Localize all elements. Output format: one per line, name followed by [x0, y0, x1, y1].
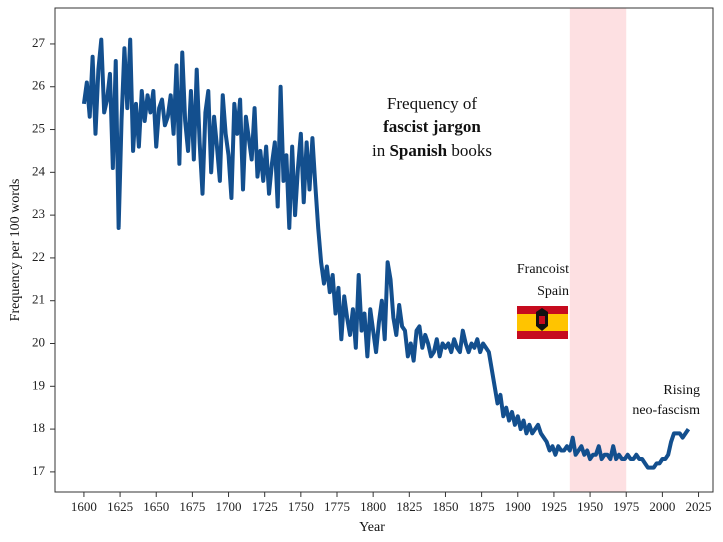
annotation: Spain — [537, 284, 569, 299]
x-tick-label: 1900 — [505, 499, 531, 514]
x-tick-label: 2000 — [649, 499, 675, 514]
y-axis-label: Frequency per 100 words — [8, 179, 23, 322]
x-tick-label: 1775 — [324, 499, 350, 514]
annotation: neo-fascism — [632, 403, 700, 418]
title-part: in — [372, 141, 389, 160]
y-tick-label: 21 — [32, 292, 45, 307]
x-tick-label: 1750 — [288, 499, 314, 514]
chart-title-line: in Spanish books — [372, 141, 492, 160]
x-tick-label: 1925 — [541, 499, 567, 514]
data-line — [81, 37, 691, 470]
shaded-period — [569, 8, 627, 492]
y-tick-label: 23 — [32, 206, 45, 221]
y-tick-label: 24 — [32, 163, 46, 178]
title-part: fascist jargon — [383, 117, 481, 136]
x-tick-label: 1700 — [216, 499, 242, 514]
x-tick-label: 1800 — [360, 499, 386, 514]
x-tick-label: 1650 — [143, 499, 169, 514]
x-tick-label: 1625 — [107, 499, 133, 514]
x-tick-label: 1600 — [71, 499, 97, 514]
annotation: Rising — [663, 383, 700, 398]
x-axis-label: Year — [359, 520, 385, 535]
x-tick-label: 1950 — [577, 499, 603, 514]
y-tick-label: 20 — [32, 334, 45, 349]
spanish-flag-icon — [517, 306, 568, 339]
title-part: Frequency of — [387, 94, 478, 113]
annotation: Francoist — [517, 262, 569, 277]
x-tick-label: 1875 — [469, 499, 495, 514]
y-tick-label: 27 — [32, 35, 46, 50]
y-tick-label: 17 — [32, 463, 46, 478]
y-tick-label: 25 — [32, 121, 45, 136]
x-tick-label: 1975 — [613, 499, 639, 514]
x-tick-label: 1825 — [396, 499, 422, 514]
title-part: Spanish — [389, 141, 447, 160]
plot-frame — [54, 7, 714, 493]
chart-title-line: fascist jargon — [383, 117, 481, 136]
y-tick-label: 19 — [32, 377, 45, 392]
x-tick-label: 2025 — [686, 499, 712, 514]
chart-title-line: Frequency of — [387, 94, 478, 113]
y-tick-label: 26 — [32, 78, 46, 93]
y-tick-label: 22 — [32, 249, 45, 264]
x-tick-label: 1850 — [432, 499, 458, 514]
title-part: books — [447, 141, 492, 160]
y-tick-label: 18 — [32, 420, 45, 435]
x-tick-label: 1725 — [252, 499, 278, 514]
x-tick-label: 1675 — [179, 499, 205, 514]
